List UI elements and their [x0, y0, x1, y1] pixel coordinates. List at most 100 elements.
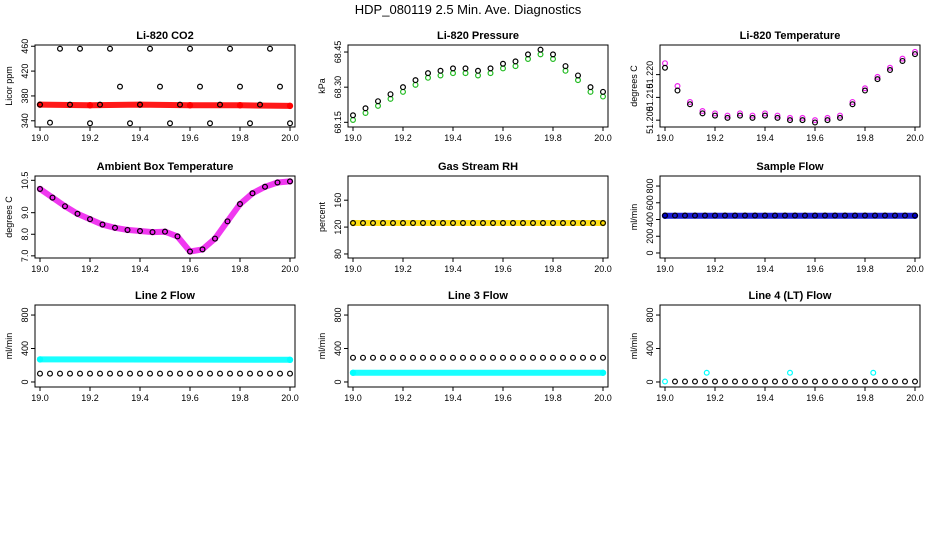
data-point: [390, 354, 397, 361]
data-point: [430, 220, 437, 227]
data-point: [237, 370, 244, 377]
data-point: [891, 378, 898, 385]
x-tick-label: 20.0: [281, 264, 299, 274]
chart-title: Line 4 (LT) Flow: [749, 290, 832, 302]
data-point: [86, 370, 93, 377]
data-point: [257, 101, 264, 108]
x-tick-label: 19.4: [444, 264, 462, 274]
data-point: [247, 370, 254, 377]
data-point: [199, 246, 206, 253]
data-point: [724, 112, 731, 119]
data-point: [217, 370, 224, 377]
data-point: [227, 45, 234, 52]
x-tick-label: 19.6: [806, 133, 824, 143]
x-tick-label: 19.4: [444, 393, 462, 403]
data-point: [574, 72, 581, 79]
y-axis-label: degrees C: [4, 196, 14, 238]
x-tick-label: 19.6: [494, 393, 512, 403]
x-tick-label: 19.0: [344, 393, 362, 403]
data-point: [277, 370, 284, 377]
x-tick-label: 19.0: [344, 264, 362, 274]
data-point: [579, 354, 586, 361]
data-point: [691, 212, 698, 219]
data-point: [559, 220, 566, 227]
y-tick-label: 7.0: [20, 250, 30, 263]
data-point: [480, 220, 487, 227]
data-point: [549, 51, 556, 58]
series-avg: [661, 212, 918, 219]
data-point: [824, 114, 831, 121]
data-point: [691, 378, 698, 385]
data-point: [111, 224, 118, 231]
data-point: [681, 212, 688, 219]
plot-frame: [347, 304, 609, 388]
data-point: [450, 70, 457, 77]
data-point: [741, 378, 748, 385]
x-tick-label: 19.4: [131, 393, 149, 403]
x-tick-label: 20.0: [906, 264, 924, 274]
x-tick-label: 20.0: [281, 393, 299, 403]
series-raw: [350, 51, 606, 123]
series-avg: [661, 51, 918, 126]
chart-panel: Li-820 Temperature degrees C 19.0 19.2 19.4 1…: [629, 30, 924, 143]
series-raw: [661, 369, 877, 385]
data-point: [400, 220, 407, 227]
data-point: [811, 117, 818, 124]
data-point: [661, 212, 668, 219]
x-tick-label: 19.8: [231, 264, 249, 274]
data-point: [831, 378, 838, 385]
data-point: [751, 378, 758, 385]
data-point: [686, 101, 693, 108]
data-point: [749, 114, 756, 121]
data-point: [500, 60, 507, 67]
data-point: [400, 84, 407, 91]
data-point: [66, 370, 73, 377]
chart-title: Line 3 Flow: [448, 290, 508, 302]
data-point: [761, 378, 768, 385]
data-point: [731, 212, 738, 219]
data-point: [237, 83, 244, 90]
series-avg: [350, 46, 606, 119]
y-tick-label: 800: [645, 179, 655, 194]
y-tick-label: 200: [645, 229, 655, 244]
data-point: [500, 354, 507, 361]
data-point: [519, 354, 526, 361]
y-tick-label: 800: [645, 308, 655, 323]
data-point: [350, 112, 357, 119]
data-point: [147, 370, 154, 377]
data-point: [841, 378, 848, 385]
page-title: HDP_080119 2.5 Min. Ave. Diagnostics: [354, 2, 582, 17]
data-point: [870, 369, 877, 376]
data-point: [861, 378, 868, 385]
chart-title: Gas Stream RH: [438, 161, 518, 173]
data-point: [781, 378, 788, 385]
y-tick-label: 9.0: [20, 206, 30, 219]
series-raw: [36, 356, 294, 364]
y-tick-label: 0: [645, 250, 655, 255]
data-point: [911, 48, 918, 55]
data-point: [61, 203, 68, 210]
data-point: [137, 101, 144, 108]
data-point: [861, 87, 868, 94]
data-point: [137, 370, 144, 377]
data-point: [187, 370, 194, 377]
y-tick-label: 68.15: [333, 111, 343, 134]
data-point: [736, 110, 743, 117]
y-axis-label: degrees C: [629, 65, 639, 107]
data-point: [350, 354, 357, 361]
data-point: [490, 220, 497, 227]
series-raw: [661, 48, 918, 124]
data-point: [49, 194, 56, 201]
data-point: [420, 220, 427, 227]
data-point: [569, 354, 576, 361]
data-point: [786, 114, 793, 121]
data-point: [157, 83, 164, 90]
data-point: [380, 220, 387, 227]
series-band: [37, 101, 293, 109]
data-point: [661, 378, 668, 385]
data-point: [286, 356, 294, 364]
data-point: [437, 72, 444, 79]
x-tick-label: 20.0: [594, 264, 612, 274]
data-point: [801, 212, 808, 219]
x-tick-label: 19.8: [231, 133, 249, 143]
